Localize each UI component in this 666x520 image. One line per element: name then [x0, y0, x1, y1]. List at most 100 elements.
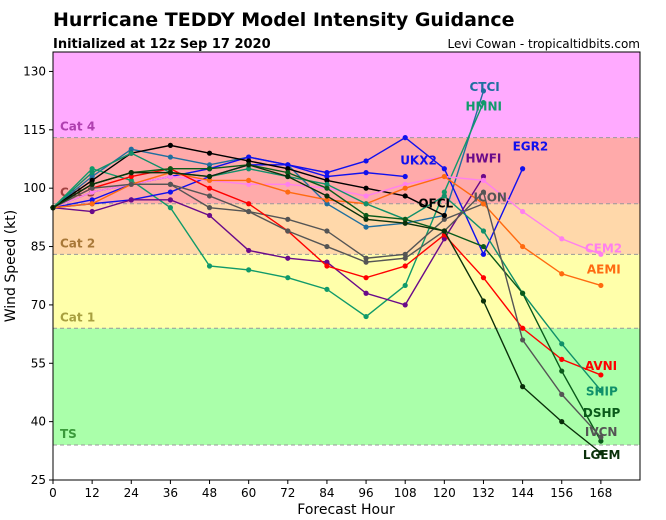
y-tick-label: 115 [23, 123, 46, 137]
y-tick-label: 55 [31, 356, 46, 370]
data-point-hmni [480, 99, 487, 106]
data-point-cem2 [402, 181, 408, 187]
x-tick-label: 60 [241, 486, 256, 500]
y-tick-label: 130 [23, 64, 46, 78]
data-point-ofcl [324, 177, 330, 183]
data-point-cem2 [167, 173, 173, 180]
data-point-aemi [285, 189, 291, 195]
band-label: Cat 4 [60, 120, 95, 134]
data-point-dshp [480, 243, 487, 250]
data-point-ivcn [402, 255, 408, 261]
data-point-ctci [363, 224, 369, 230]
series-line-ukx2 [52, 156, 406, 209]
data-point-egr2 [363, 158, 369, 164]
data-point-ship [441, 193, 447, 199]
data-point-lgem [559, 419, 565, 425]
data-point-dshp [206, 166, 213, 172]
data-point-avni [598, 372, 604, 378]
data-point-ctci [324, 201, 330, 207]
data-point-lgem [324, 193, 330, 199]
data-point-ctci [89, 173, 95, 180]
data-point-ivcn [520, 337, 526, 343]
data-point-ship [324, 181, 330, 187]
data-point-ctci [480, 88, 487, 94]
data-point-hwfi [363, 290, 369, 296]
data-point-icon [441, 216, 447, 222]
data-point-ivcn [285, 228, 291, 234]
band-cat-1 [53, 254, 640, 329]
series-label-ofcl: OFCL [418, 196, 453, 210]
data-point-egr2 [167, 189, 173, 195]
data-point-ofcl [441, 212, 447, 219]
data-point-hmni [402, 282, 408, 289]
data-point-dshp [285, 170, 291, 176]
series-label-ivcn: IVCN [585, 425, 618, 439]
data-point-egr2 [285, 162, 291, 168]
data-point-ctci [206, 162, 213, 168]
data-point-dshp [559, 368, 565, 374]
x-tick-label: 12 [84, 486, 99, 500]
y-tick-label: 85 [31, 240, 46, 254]
series-labels: CTCI HMNI UKX2 EGR2 HWFI ICON OFCL CEM2 AEMI AVNI… [400, 80, 622, 462]
data-point-ctci [167, 154, 173, 160]
series-label-aemi: AEMI [587, 262, 621, 276]
data-point-lgem [246, 162, 252, 168]
data-point-lgem [89, 181, 95, 187]
data-point-ship [363, 201, 369, 207]
data-point-avni [363, 275, 369, 281]
series-label-lgem: LGEM [583, 448, 621, 462]
data-point-aemi [246, 177, 252, 183]
data-point-lgem [441, 228, 447, 234]
data-point-ivcn [363, 259, 369, 265]
x-tick-label: 24 [124, 486, 139, 500]
data-point-hmni [128, 177, 134, 183]
x-tick-label: 36 [163, 486, 178, 500]
data-point-hmni [246, 267, 252, 273]
x-tick-label: 120 [433, 486, 456, 500]
data-point-cem2 [598, 251, 604, 257]
data-point-hmni [441, 189, 447, 195]
series-label-dshp: DSHP [583, 406, 621, 420]
data-point-ivcn [598, 434, 604, 440]
data-point-lgem [520, 384, 526, 390]
data-point-dshp [363, 212, 369, 219]
data-point-hmni [363, 313, 369, 320]
data-point-ship [89, 170, 95, 176]
data-point-lgem [402, 220, 408, 226]
data-point-icon [324, 228, 330, 234]
data-point-hwfi [324, 259, 330, 265]
data-point-hmni [206, 263, 213, 269]
data-point-egr2 [402, 135, 408, 141]
data-point-ctci [128, 146, 134, 152]
data-point-icon [206, 205, 213, 211]
series-label-avni: AVNI [585, 359, 617, 373]
data-point-ship [128, 150, 134, 156]
x-tick-label: 144 [511, 486, 534, 500]
data-point-ofcl [285, 166, 291, 172]
band-label: Cat 2 [60, 236, 95, 250]
data-point-ivcn [206, 193, 213, 199]
data-point-ship [598, 387, 604, 394]
data-point-lgem [480, 298, 487, 304]
data-point-hwfi [246, 247, 252, 254]
data-point-ship [480, 228, 487, 234]
data-point-egr2 [520, 166, 526, 172]
data-point-lgem [363, 216, 369, 222]
data-point-hmni [285, 275, 291, 281]
x-tick-label: 132 [472, 486, 495, 500]
data-point-hwfi [441, 236, 447, 242]
data-point-avni [520, 325, 526, 331]
data-point-aemi [441, 173, 447, 180]
data-point-ukx2 [89, 197, 95, 203]
data-point-cem2 [285, 181, 291, 187]
band-ts [53, 328, 640, 445]
series-lines [50, 88, 604, 456]
y-tick-label: 70 [31, 298, 46, 312]
series-label-ship: SHIP [586, 385, 618, 399]
data-point-egr2 [480, 251, 487, 257]
data-point-aemi [520, 243, 526, 250]
data-point-hmni [167, 205, 173, 211]
x-tick-label: 156 [550, 486, 573, 500]
data-point-aemi [559, 271, 565, 277]
series-label-hwfi: HWFI [465, 152, 501, 166]
